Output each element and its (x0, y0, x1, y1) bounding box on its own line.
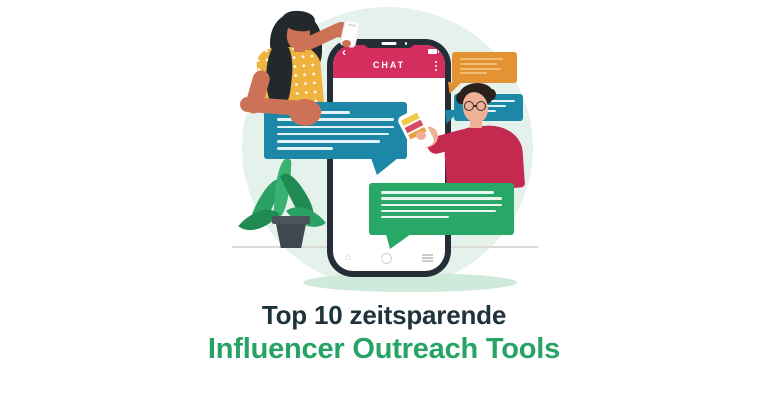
bubble-text-line (381, 209, 496, 213)
chat-header-label: CHAT (372, 60, 406, 70)
battery-icon (428, 49, 439, 54)
camera-dot-icon (404, 42, 407, 45)
banner-title: Top 10 zeitsparende Influencer Outreach … (0, 300, 768, 366)
plant-pot (276, 224, 306, 248)
speaker-slot-icon (381, 42, 397, 45)
hamburger-menu-icon (421, 252, 433, 264)
bubble-text-line (277, 125, 394, 129)
glasses-icon (464, 101, 486, 111)
phone-nav-bar: ⌂ (345, 251, 433, 265)
back-arrow-icon: ‹ (342, 45, 346, 59)
bubble-text-line (480, 100, 515, 102)
bubble-text-line (381, 215, 449, 219)
glasses-lens (476, 101, 486, 111)
man-hair-curl (456, 92, 466, 104)
man-hair-curl (487, 89, 496, 100)
bubble-text-line (460, 67, 502, 70)
bubble-text-line (277, 147, 334, 150)
glasses-lens (464, 101, 474, 111)
potted-plant (238, 156, 326, 248)
bubble-text-line (381, 191, 494, 194)
glasses-bridge (474, 105, 476, 107)
phone-notch (364, 39, 414, 48)
bubble-text-line (460, 72, 488, 75)
home-icon: ⌂ (345, 252, 352, 263)
small-phone-speaker (347, 23, 357, 28)
chat-bubble-orange (452, 52, 517, 83)
plant-pot-rim (272, 216, 310, 224)
chat-header-bar: ‹ CHAT (333, 45, 445, 78)
bubble-text-line (460, 62, 498, 65)
bubble-text-line (480, 104, 506, 107)
chat-bubble-green (369, 183, 514, 235)
bubble-text-line (381, 203, 502, 207)
man-thumb (416, 131, 426, 140)
bubble-text-line (381, 197, 502, 200)
bubble-text-line (277, 140, 380, 143)
title-line-dark: Top 10 zeitsparende (261, 300, 507, 330)
kebab-menu-icon (435, 61, 437, 73)
circle-icon (381, 252, 393, 264)
title-line-green: Influencer Outreach Tools (207, 332, 561, 365)
phone-shadow (303, 273, 517, 292)
bubble-text-line (460, 58, 504, 60)
bubble-text-line (277, 132, 390, 136)
bubble-text-line (277, 118, 394, 121)
woman-finger (342, 40, 351, 47)
